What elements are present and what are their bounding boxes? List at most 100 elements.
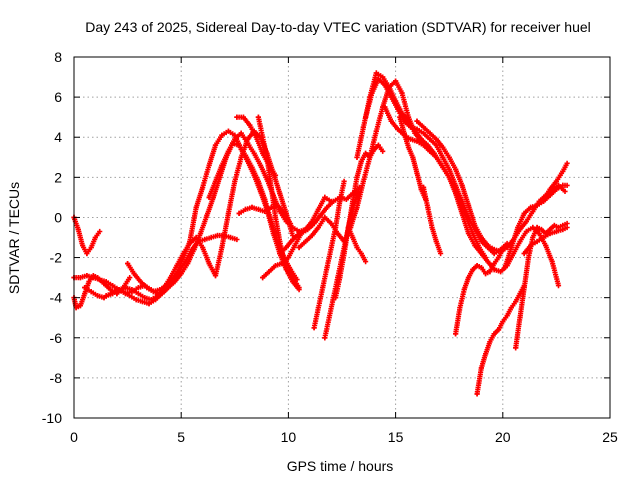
data-point [491, 261, 497, 267]
data-point [562, 188, 568, 194]
data-point [182, 259, 189, 265]
data-point [296, 230, 302, 237]
data-point [234, 236, 240, 243]
data-series-arc-17 [345, 224, 369, 265]
data-point [227, 234, 234, 241]
data-point [140, 299, 146, 305]
data-point [459, 210, 465, 216]
series-marker-trail [345, 224, 368, 263]
data-point [465, 275, 472, 281]
data-point [427, 136, 433, 142]
data-point [268, 218, 274, 225]
ticks [73, 56, 611, 419]
data-point [290, 224, 296, 231]
data-point [453, 331, 459, 337]
data-point [272, 172, 279, 178]
data-point [427, 130, 433, 136]
data-point [157, 287, 163, 293]
data-point [534, 202, 540, 208]
data-point [315, 206, 321, 212]
data-series-arc-14 [311, 178, 347, 331]
data-point [363, 114, 369, 120]
y-tick-label: -6 [50, 330, 63, 346]
data-point [478, 265, 484, 271]
data-point [371, 146, 377, 152]
data-point [508, 244, 514, 251]
data-point [322, 335, 328, 341]
data-point [382, 82, 388, 88]
x-tick-label: 20 [495, 429, 511, 445]
data-point [212, 178, 219, 184]
data-point [281, 210, 287, 216]
data-point [354, 244, 360, 251]
data-point [547, 230, 553, 237]
data-point [97, 228, 103, 235]
data-point [180, 250, 186, 257]
data-point [517, 315, 523, 321]
data-point [354, 174, 360, 180]
series-marker-trail [453, 248, 505, 337]
data-point [303, 226, 309, 233]
data-point [251, 150, 257, 156]
data-series-arc-20 [382, 104, 562, 289]
data-series-arc-13 [296, 78, 424, 251]
data-point [440, 154, 446, 160]
series-line [364, 78, 508, 255]
data-point [547, 186, 553, 192]
x-tick-label: 0 [70, 429, 78, 445]
data-point [420, 184, 427, 190]
data-point [382, 104, 388, 110]
data-point [116, 287, 122, 293]
data-point [393, 78, 399, 84]
y-tick-label: -10 [42, 410, 62, 426]
data-point [373, 128, 379, 134]
data-point [88, 244, 94, 251]
data-point [414, 126, 420, 132]
data-point [135, 291, 141, 297]
data-point [478, 250, 484, 257]
data-point [197, 230, 204, 237]
data-point [543, 242, 549, 249]
data-point [129, 287, 135, 293]
data-point [268, 184, 274, 190]
data-point [440, 144, 446, 150]
data-point [560, 226, 566, 233]
data-point [225, 128, 231, 134]
data-point [369, 90, 375, 96]
data-point [232, 136, 238, 142]
data-point [245, 140, 251, 146]
data-point [326, 315, 332, 321]
data-point [478, 234, 484, 241]
data-point [320, 285, 326, 291]
data-point [187, 240, 193, 247]
data-point [395, 126, 401, 132]
data-point [446, 166, 452, 172]
data-point [560, 168, 566, 174]
data-point [487, 339, 493, 345]
data-point [485, 259, 491, 265]
data-point [459, 182, 465, 188]
data-point [264, 154, 270, 160]
data-point [401, 130, 407, 136]
y-tick-label: -4 [50, 290, 63, 306]
data-point [427, 148, 433, 154]
data-point [433, 142, 439, 148]
data-point [504, 313, 510, 319]
data-point [103, 279, 109, 285]
data-point [249, 164, 255, 170]
data-point [285, 255, 291, 261]
data-point [465, 230, 472, 237]
data-point [388, 118, 394, 124]
data-point [92, 234, 98, 241]
data-point [433, 238, 439, 245]
series-line [84, 142, 298, 305]
data-point [84, 250, 90, 257]
data-point [549, 259, 555, 265]
y-tick-label: 0 [54, 209, 62, 225]
data-point [296, 244, 302, 251]
data-point [277, 190, 283, 196]
data-point [399, 90, 405, 96]
data-series-arc-16 [333, 142, 386, 301]
data-point [333, 224, 339, 231]
